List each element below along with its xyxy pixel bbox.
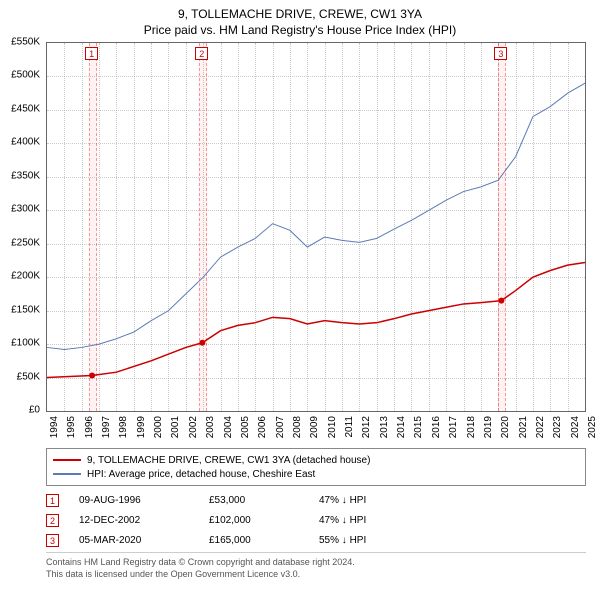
event-hpi: 55% ↓ HPI — [319, 535, 366, 546]
x-tick-label: 2018 — [466, 416, 477, 438]
title-address: 9, TOLLEMACHE DRIVE, CREWE, CW1 3YA — [0, 6, 600, 22]
x-tick-label: 1995 — [66, 416, 77, 438]
event-date: 09-AUG-1996 — [79, 495, 209, 506]
event-row: 2 12-DEC-2002£102,00047% ↓ HPI — [46, 510, 586, 530]
y-tick-label: £100K — [11, 338, 40, 349]
x-tick-label: 2025 — [587, 416, 598, 438]
x-tick-label: 2020 — [500, 416, 511, 438]
x-tick-label: 2019 — [483, 416, 494, 438]
x-tick-label: 2014 — [396, 416, 407, 438]
x-tick-label: 2004 — [223, 416, 234, 438]
y-tick-label: £500K — [11, 70, 40, 81]
footer-attribution: Contains HM Land Registry data © Crown c… — [46, 552, 586, 580]
footer-line2: This data is licensed under the Open Gov… — [46, 569, 586, 581]
x-tick-label: 1996 — [84, 416, 95, 438]
legend-swatch — [53, 473, 81, 475]
series-line-hpi — [47, 83, 585, 349]
x-tick-label: 2021 — [518, 416, 529, 438]
x-tick-label: 1994 — [49, 416, 60, 438]
x-tick-label: 1999 — [136, 416, 147, 438]
series-dot — [498, 298, 504, 304]
x-tick-label: 1998 — [118, 416, 129, 438]
x-tick-label: 2008 — [292, 416, 303, 438]
legend-label: HPI: Average price, detached house, Ches… — [87, 469, 315, 480]
series-dot — [199, 340, 205, 346]
x-tick-label: 2024 — [570, 416, 581, 438]
x-tick-label: 2007 — [275, 416, 286, 438]
event-num: 1 — [46, 494, 59, 507]
y-tick-label: £550K — [11, 37, 40, 48]
events-table: 1 09-AUG-1996£53,00047% ↓ HPI 2 12-DEC-2002… — [46, 490, 586, 550]
event-row: 1 09-AUG-1996£53,00047% ↓ HPI — [46, 490, 586, 510]
x-tick-label: 2016 — [431, 416, 442, 438]
y-tick-label: £350K — [11, 170, 40, 181]
x-tick-label: 2012 — [361, 416, 372, 438]
title-block: 9, TOLLEMACHE DRIVE, CREWE, CW1 3YA Pric… — [0, 0, 600, 38]
chart-container: 9, TOLLEMACHE DRIVE, CREWE, CW1 3YA Pric… — [0, 0, 600, 590]
y-tick-label: £250K — [11, 237, 40, 248]
event-marker-label: 3 — [494, 47, 507, 60]
footer-line1: Contains HM Land Registry data © Crown c… — [46, 557, 586, 569]
x-tick-label: 2022 — [535, 416, 546, 438]
y-tick-label: £400K — [11, 137, 40, 148]
x-tick-label: 2003 — [205, 416, 216, 438]
x-tick-label: 2023 — [552, 416, 563, 438]
y-tick-label: £0 — [29, 405, 40, 416]
x-tick-label: 2010 — [327, 416, 338, 438]
event-row: 3 05-MAR-2020£165,00055% ↓ HPI — [46, 530, 586, 550]
legend-swatch — [53, 459, 81, 461]
event-price: £165,000 — [209, 535, 319, 546]
x-tick-label: 2013 — [379, 416, 390, 438]
event-marker-label: 1 — [85, 47, 98, 60]
event-hpi: 47% ↓ HPI — [319, 495, 366, 506]
x-tick-label: 2000 — [153, 416, 164, 438]
event-price: £102,000 — [209, 515, 319, 526]
event-marker-label: 2 — [195, 47, 208, 60]
y-tick-label: £200K — [11, 271, 40, 282]
x-tick-label: 2017 — [448, 416, 459, 438]
plot-area: 1 2 3 — [46, 42, 586, 412]
event-num: 2 — [46, 514, 59, 527]
chart-svg — [47, 43, 585, 411]
x-axis-labels: 1994 1995 1996 1997 1998 1999 2000 2001 2002 2003… — [46, 412, 586, 452]
y-tick-label: £450K — [11, 103, 40, 114]
event-hpi: 47% ↓ HPI — [319, 515, 366, 526]
x-tick-label: 2005 — [240, 416, 251, 438]
legend-row: 9, TOLLEMACHE DRIVE, CREWE, CW1 3YA (det… — [53, 453, 579, 467]
x-tick-label: 2002 — [188, 416, 199, 438]
event-price: £53,000 — [209, 495, 319, 506]
x-tick-label: 1997 — [101, 416, 112, 438]
event-date: 05-MAR-2020 — [79, 535, 209, 546]
x-tick-label: 2009 — [309, 416, 320, 438]
y-tick-label: £300K — [11, 204, 40, 215]
legend-row: HPI: Average price, detached house, Ches… — [53, 467, 579, 481]
legend-label: 9, TOLLEMACHE DRIVE, CREWE, CW1 3YA (det… — [87, 455, 370, 466]
y-tick-label: £150K — [11, 304, 40, 315]
series-dot — [89, 373, 95, 379]
y-axis-labels: £0£50K£100K£150K£200K£250K£300K£350K£400… — [0, 42, 44, 412]
legend-box: 9, TOLLEMACHE DRIVE, CREWE, CW1 3YA (det… — [46, 448, 586, 486]
x-tick-label: 2011 — [344, 416, 355, 438]
x-tick-label: 2001 — [170, 416, 181, 438]
x-tick-label: 2015 — [413, 416, 424, 438]
event-date: 12-DEC-2002 — [79, 515, 209, 526]
series-line-price_paid — [47, 262, 585, 377]
y-tick-label: £50K — [17, 371, 40, 382]
x-tick-label: 2006 — [257, 416, 268, 438]
event-num: 3 — [46, 534, 59, 547]
title-subtitle: Price paid vs. HM Land Registry's House … — [0, 22, 600, 38]
